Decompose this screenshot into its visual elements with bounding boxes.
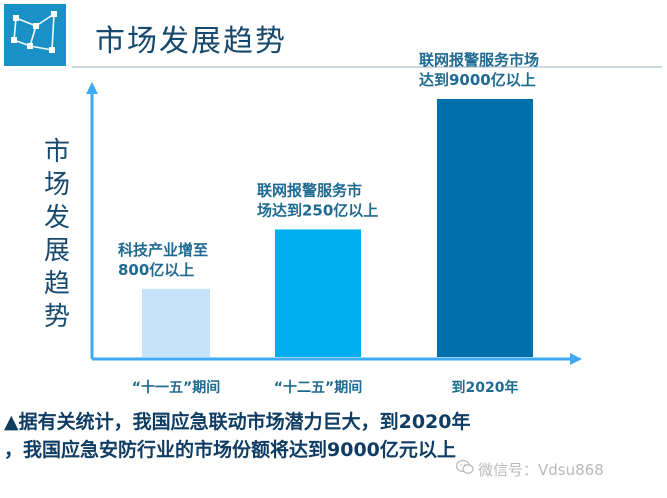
bar-label-3-line-2: 达到9000亿以上 <box>419 71 536 89</box>
x-tick-label-3: 到2020年 <box>452 379 519 396</box>
network-nodes-icon <box>11 11 57 53</box>
wechat-icon <box>456 459 474 474</box>
logo <box>4 4 66 66</box>
bar-label-3-line-1: 联网报警服务市场 <box>419 51 539 69</box>
footnote-line-1: ▲据有关统计，我国应急联动市场潜力巨大，到2020年 <box>4 411 471 433</box>
y-axis-label: 市场发展趋势 <box>43 137 70 332</box>
bar-label-2-line-2: 场达到250亿以上 <box>257 201 378 219</box>
bar-1 <box>142 288 210 357</box>
footnote: ▲据有关统计，我国应急联动市场潜力巨大，到2020年 ，我国应急安防行业的市场份… <box>4 408 664 464</box>
slide-title: 市场发展趋势 <box>95 24 287 59</box>
y-axis-arrow <box>86 82 98 94</box>
bar-label-1-line-1: 科技产业增至 <box>118 241 208 259</box>
x-tick-label-1: “十一五”期间 <box>132 379 220 396</box>
x-tick-label-2: “十二五”期间 <box>274 379 362 396</box>
bar-3 <box>437 99 533 357</box>
bar-2 <box>275 229 361 357</box>
title-divider <box>72 66 662 68</box>
watermark: 微信号：Vdsu868 <box>478 461 604 479</box>
x-axis-arrow <box>570 353 582 365</box>
footnote-line-2: ，我国应急安防行业的市场份额将达到9000亿元以上 <box>4 439 456 461</box>
bar-label-1-line-2: 800亿以上 <box>118 261 194 279</box>
bar-label-2-line-1: 联网报警服务市 <box>257 181 362 199</box>
